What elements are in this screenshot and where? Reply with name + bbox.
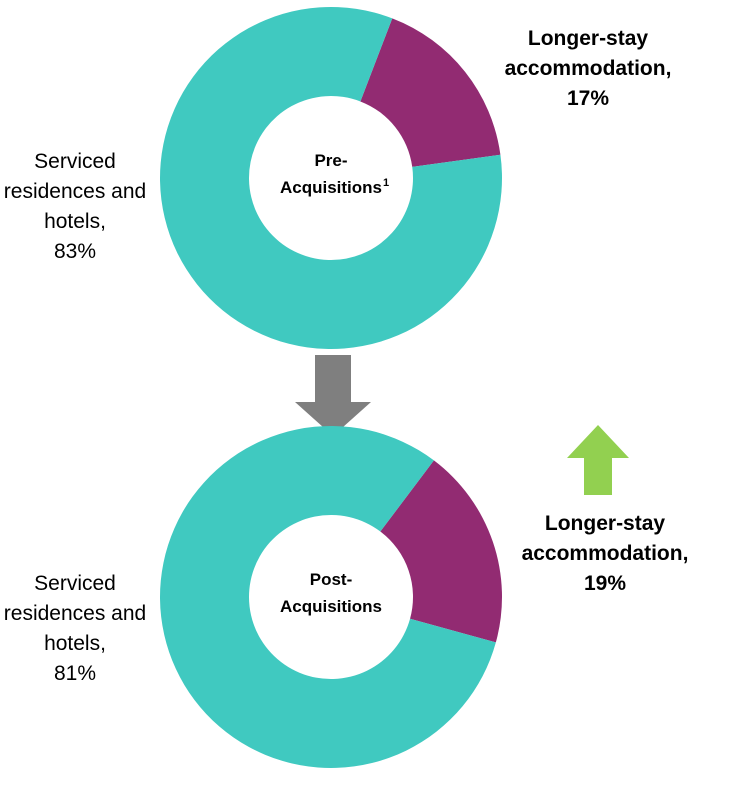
footnote-marker: 1 [383, 177, 389, 189]
up-arrow [567, 425, 629, 495]
value-label: 19% [584, 572, 626, 595]
slice-label: Longer-stay accommodation, [505, 27, 672, 80]
down-arrow [295, 355, 371, 436]
value-label: 81% [54, 662, 96, 685]
center-title: Post-Acquisitions [280, 570, 382, 616]
value-label: 17% [567, 87, 609, 110]
value-label: 83% [54, 240, 96, 263]
pie-slice [159, 425, 496, 768]
center-title: Pre-Acquisitions [280, 151, 382, 197]
slice-label: Longer-stay accommodation, [522, 512, 689, 565]
pie-slice [380, 460, 502, 643]
pie-slice [160, 6, 503, 349]
slice-label: Serviced residences and hotels, [4, 150, 146, 233]
pie-slice [360, 18, 501, 167]
slice-label: Serviced residences and hotels, [4, 572, 146, 655]
